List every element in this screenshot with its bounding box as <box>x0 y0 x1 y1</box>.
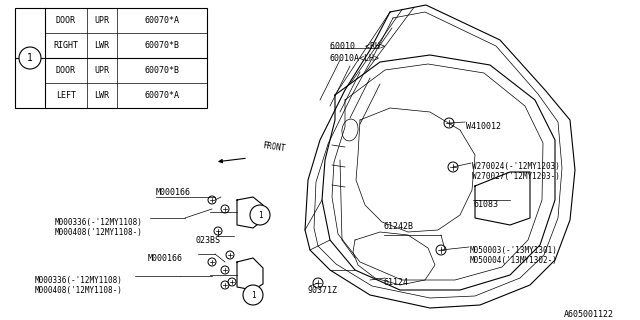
Text: 1: 1 <box>251 291 255 300</box>
Text: 61083: 61083 <box>474 200 499 209</box>
Text: 61124: 61124 <box>384 278 409 287</box>
Text: LWR: LWR <box>95 91 109 100</box>
Text: M000166: M000166 <box>156 188 191 197</box>
Text: M000336(-'12MY1108): M000336(-'12MY1108) <box>35 276 123 285</box>
Text: FRONT: FRONT <box>262 141 286 153</box>
Text: 60070*A: 60070*A <box>145 16 179 25</box>
Text: RIGHT: RIGHT <box>54 41 79 50</box>
Text: W270024(-'12MY1203): W270024(-'12MY1203) <box>472 162 560 171</box>
Circle shape <box>19 47 41 69</box>
Circle shape <box>243 285 263 305</box>
Text: LWR: LWR <box>95 41 109 50</box>
Text: LEFT: LEFT <box>56 91 76 100</box>
Text: 90371Z: 90371Z <box>308 286 338 295</box>
Text: W410012: W410012 <box>466 122 501 131</box>
Text: 60070*A: 60070*A <box>145 91 179 100</box>
Text: 60010  <RH>: 60010 <RH> <box>330 42 385 51</box>
Text: UPR: UPR <box>95 66 109 75</box>
Text: 60010A<LH>: 60010A<LH> <box>330 54 380 63</box>
Text: 60070*B: 60070*B <box>145 41 179 50</box>
Text: M050003(-'13MY1301): M050003(-'13MY1301) <box>470 246 558 255</box>
Text: 023BS: 023BS <box>196 236 221 245</box>
Text: A605001122: A605001122 <box>564 310 614 319</box>
Text: DOOR: DOOR <box>56 16 76 25</box>
Text: 60070*B: 60070*B <box>145 66 179 75</box>
Text: M000408('12MY1108-): M000408('12MY1108-) <box>35 286 123 295</box>
Text: 1: 1 <box>27 53 33 63</box>
Text: M000166: M000166 <box>148 254 183 263</box>
Text: M050004('13MY1302-): M050004('13MY1302-) <box>470 256 558 265</box>
Text: UPR: UPR <box>95 16 109 25</box>
Bar <box>15 8 207 108</box>
Text: M000408('12MY1108-): M000408('12MY1108-) <box>55 228 143 237</box>
Circle shape <box>250 205 270 225</box>
Text: 61242B: 61242B <box>384 222 414 231</box>
Text: W270027('12MY1203-): W270027('12MY1203-) <box>472 172 560 181</box>
Text: 1: 1 <box>258 211 262 220</box>
Text: M000336(-'12MY1108): M000336(-'12MY1108) <box>55 218 143 227</box>
Text: DOOR: DOOR <box>56 66 76 75</box>
